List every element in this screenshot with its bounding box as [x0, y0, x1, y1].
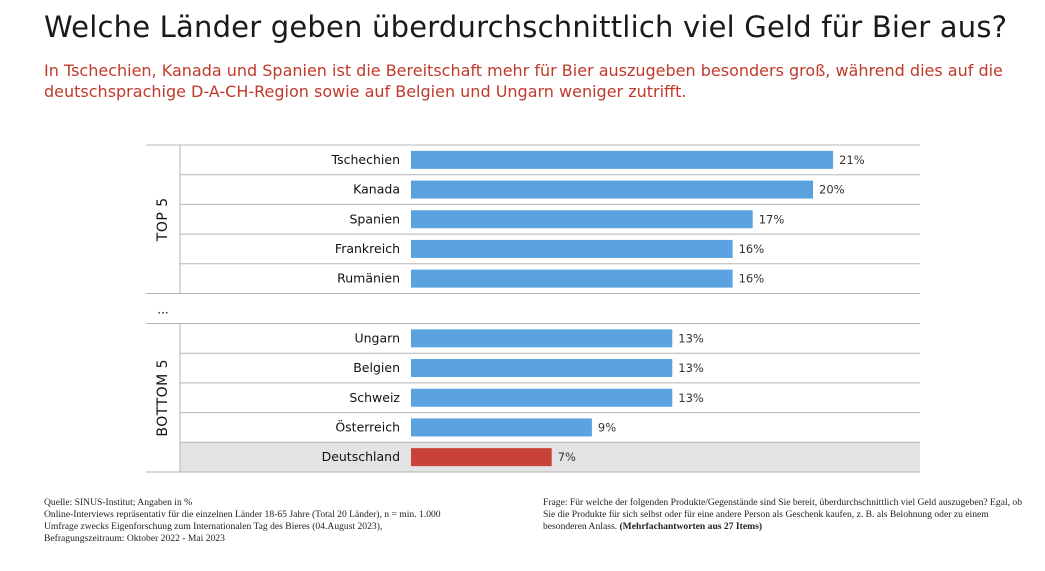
source-note: Quelle: SINUS-Institut; Angaben in % Onl…: [44, 497, 504, 545]
question-note: Frage: Für welche der folgenden Produkte…: [543, 497, 1023, 533]
bar-kanada: [411, 180, 813, 199]
period-line: Befragungszeitraum: Oktober 2022 - Mai 2…: [44, 533, 225, 544]
category-label-schweiz: Schweiz: [349, 390, 400, 405]
bar-ungarn: [411, 329, 673, 348]
category-label-tschechien: Tschechien: [331, 152, 400, 167]
value-label-ungarn: 13%: [678, 331, 704, 345]
category-label-kanada: Kanada: [353, 182, 400, 197]
category-label-ungarn: Ungarn: [354, 330, 400, 345]
category-label-spanien: Spanien: [349, 211, 400, 226]
bar-chart: TOP 5 Tschechien 21% Kanada 20% Spanien 17% Fra…: [146, 144, 920, 473]
value-label-belgien: 13%: [678, 361, 704, 375]
group-label-top-5: TOP 5: [155, 197, 171, 242]
method-line: Online-Interviews repräsentativ für die …: [44, 509, 441, 520]
separator-ellipsis: ...: [157, 303, 168, 317]
category-label-belgien: Belgien: [353, 360, 400, 375]
category-label-frankreich: Frankreich: [335, 241, 400, 256]
bar-schweiz: [411, 388, 673, 407]
category-label-rumaenien: Rumänien: [337, 271, 400, 286]
bar-deutschland: [411, 448, 552, 467]
group-label-bottom-5: BOTTOM 5: [155, 359, 171, 437]
source-line: Quelle: SINUS-Institut; Angaben in %: [44, 497, 193, 508]
category-label-oesterreich: Österreich: [335, 418, 400, 434]
page-title: Welche Länder geben überdurchschnittlich…: [44, 10, 1008, 44]
value-label-deutschland: 7%: [558, 450, 576, 464]
bar-oesterreich: [411, 418, 592, 437]
value-label-schweiz: 13%: [678, 391, 704, 405]
bar-frankreich: [411, 239, 733, 258]
value-label-oesterreich: 9%: [598, 420, 616, 434]
survey-line: Umfrage zwecks Eigenforschung zum Intern…: [44, 521, 383, 532]
bar-tschechien: [411, 150, 834, 169]
question-multi-answer: (Mehrfachantworten aus 27 Items): [619, 521, 763, 532]
value-label-rumaenien: 16%: [739, 272, 765, 286]
page-subtitle: In Tschechien, Kanada und Spanien ist di…: [44, 61, 1003, 101]
bar-spanien: [411, 210, 753, 229]
value-label-kanada: 20%: [819, 183, 845, 197]
question-text: Frage: Für welche der folgenden Produkte…: [543, 497, 1023, 532]
bar-rumaenien: [411, 269, 733, 288]
value-label-frankreich: 16%: [739, 242, 765, 256]
value-label-tschechien: 21%: [839, 153, 865, 167]
category-label-deutschland: Deutschland: [322, 449, 400, 464]
value-label-spanien: 17%: [759, 212, 785, 226]
bar-belgien: [411, 359, 673, 378]
